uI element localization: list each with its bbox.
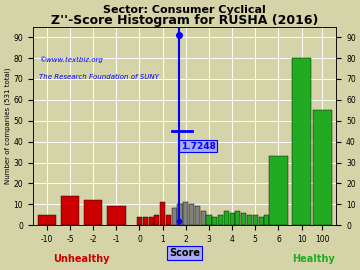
Bar xyxy=(313,110,332,225)
Text: Healthy: Healthy xyxy=(292,254,334,264)
Bar xyxy=(137,217,142,225)
Bar xyxy=(292,58,311,225)
Bar xyxy=(212,217,217,225)
Bar xyxy=(172,208,177,225)
Text: 1.7248: 1.7248 xyxy=(181,142,215,151)
Bar xyxy=(154,215,159,225)
Bar xyxy=(247,215,252,225)
Text: ©www.textbiz.org: ©www.textbiz.org xyxy=(39,56,103,63)
Text: The Research Foundation of SUNY: The Research Foundation of SUNY xyxy=(39,74,159,80)
Text: Sector: Consumer Cyclical: Sector: Consumer Cyclical xyxy=(103,5,266,15)
Bar xyxy=(189,204,194,225)
Bar xyxy=(177,204,183,225)
X-axis label: Score: Score xyxy=(169,248,200,258)
Bar xyxy=(253,215,258,225)
Bar xyxy=(195,206,200,225)
Title: Z''-Score Histogram for RUSHA (2016): Z''-Score Histogram for RUSHA (2016) xyxy=(51,14,318,27)
Bar xyxy=(206,215,212,225)
Bar xyxy=(61,196,79,225)
Bar xyxy=(269,156,288,225)
Y-axis label: Number of companies (531 total): Number of companies (531 total) xyxy=(4,68,11,184)
Bar xyxy=(235,211,240,225)
Bar xyxy=(84,200,102,225)
Bar xyxy=(224,211,229,225)
Bar xyxy=(230,213,235,225)
Text: Unhealthy: Unhealthy xyxy=(53,254,110,264)
Bar xyxy=(166,215,171,225)
Bar xyxy=(143,217,148,225)
Bar xyxy=(241,213,246,225)
Bar xyxy=(183,202,188,225)
Bar xyxy=(218,215,223,225)
Bar xyxy=(37,215,56,225)
Bar xyxy=(270,219,275,225)
Bar xyxy=(258,217,264,225)
Bar xyxy=(107,206,126,225)
Bar xyxy=(149,217,154,225)
Bar xyxy=(264,215,269,225)
Bar xyxy=(160,202,165,225)
Bar xyxy=(201,211,206,225)
